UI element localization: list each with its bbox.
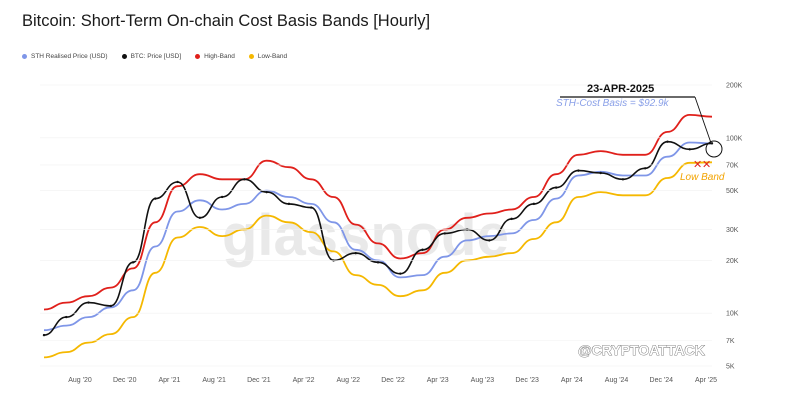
y-tick-label: 10K (726, 311, 739, 318)
btc-point (109, 304, 113, 308)
x-tick-label: Aug '22 (337, 377, 361, 384)
cross-marker-1: ✕ (693, 159, 702, 171)
btc-point (154, 197, 157, 200)
btc-point (376, 261, 380, 264)
btc-point (65, 315, 68, 319)
x-tick-label: Aug '20 (68, 377, 92, 384)
chart-title: Bitcoin: Short-Term On-chain Cost Basis … (22, 12, 431, 30)
cross-marker-2: ✕ (702, 159, 711, 171)
legend-swatch-low (248, 54, 254, 59)
series-line-low-band (43, 161, 713, 359)
annotation-date: 23-APR-2025 (587, 83, 654, 95)
x-tick-label: Apr '21 (158, 377, 180, 384)
y-axis: 200K 100K 70K 50K 30K 20K 10K 7K 5K (40, 83, 743, 371)
x-tick-label: Aug '23 (471, 377, 495, 384)
y-tick-label: 100K (726, 135, 743, 142)
btc-point (443, 232, 446, 235)
btc-point (131, 261, 135, 264)
legend-swatch-btc (121, 54, 127, 59)
btc-point (532, 202, 536, 206)
x-tick-label: Dec '22 (381, 377, 405, 384)
y-tick-label: 20K (726, 258, 739, 265)
btc-point (310, 206, 313, 209)
x-tick-label: Apr '24 (561, 377, 583, 384)
btc-point (666, 140, 669, 143)
btc-point (42, 333, 46, 337)
x-tick-label: Dec '20 (113, 377, 137, 384)
legend-swatch-sth (22, 54, 27, 59)
annotation-low-band: Low Band (680, 172, 725, 183)
btc-point (220, 195, 224, 199)
btc-point (688, 148, 691, 151)
x-tick-label: Dec '23 (515, 377, 539, 384)
legend-label-low: Low-Band (257, 53, 288, 60)
btc-point (243, 178, 246, 181)
y-tick-label: 50K (726, 188, 739, 195)
annotation-leader (694, 96, 712, 144)
y-tick-label: 5K (726, 364, 735, 371)
btc-point (510, 217, 513, 221)
series-layer (42, 114, 714, 359)
x-tick-label: Apr '25 (695, 377, 717, 384)
legend-item-low[interactable]: Low-Band (248, 53, 288, 60)
btc-point (644, 167, 647, 170)
btc-point (621, 178, 625, 181)
btc-point (176, 180, 179, 184)
x-tick-label: Aug '24 (605, 377, 629, 384)
legend-item-btc[interactable]: BTC: Price [USD] (121, 53, 182, 60)
credit-watermark: @CRYPTOATTACK (578, 342, 705, 358)
btc-point (599, 171, 602, 175)
legend-label-btc: BTC: Price [USD] (130, 53, 182, 60)
btc-point (354, 251, 357, 255)
legend: STH Realised Price (USD) BTC: Price [USD… (22, 53, 287, 60)
series-line-high-band (43, 114, 713, 311)
legend-item-sth[interactable]: STH Realised Price (USD) (22, 53, 108, 60)
y-tick-label: 7K (726, 338, 735, 345)
y-tick-label: 200K (726, 83, 743, 90)
legend-label-sth: STH Realised Price (USD) (31, 53, 108, 60)
legend-swatch-high (195, 54, 201, 59)
annotation-cost-basis: STH-Cost Basis = $92.9k (556, 98, 670, 109)
x-tick-label: Aug '21 (202, 377, 226, 384)
btc-point (399, 272, 402, 275)
watermark: glassnode (222, 203, 509, 268)
x-tick-label: Dec '21 (247, 377, 271, 384)
x-tick-label: Apr '22 (293, 377, 315, 384)
annotation-circle (705, 140, 723, 158)
y-tick-label: 70K (726, 162, 739, 169)
btc-point (488, 239, 491, 242)
btc-point (287, 202, 291, 206)
btc-point (577, 169, 580, 172)
x-axis: Aug '20 Dec '20 Apr '21 Aug '21 Dec '21 Apr '… (68, 377, 717, 384)
btc-point (554, 186, 558, 189)
btc-point (265, 190, 268, 194)
y-tick-label: 30K (726, 227, 739, 234)
btc-point (710, 142, 714, 145)
x-tick-label: Apr '23 (427, 377, 449, 384)
legend-item-high[interactable]: High-Band (195, 53, 235, 60)
legend-label-high: High-Band (204, 53, 235, 60)
x-tick-label: Dec '24 (650, 377, 674, 384)
btc-point (198, 216, 202, 219)
btc-point (421, 248, 424, 251)
btc-point (87, 301, 90, 304)
